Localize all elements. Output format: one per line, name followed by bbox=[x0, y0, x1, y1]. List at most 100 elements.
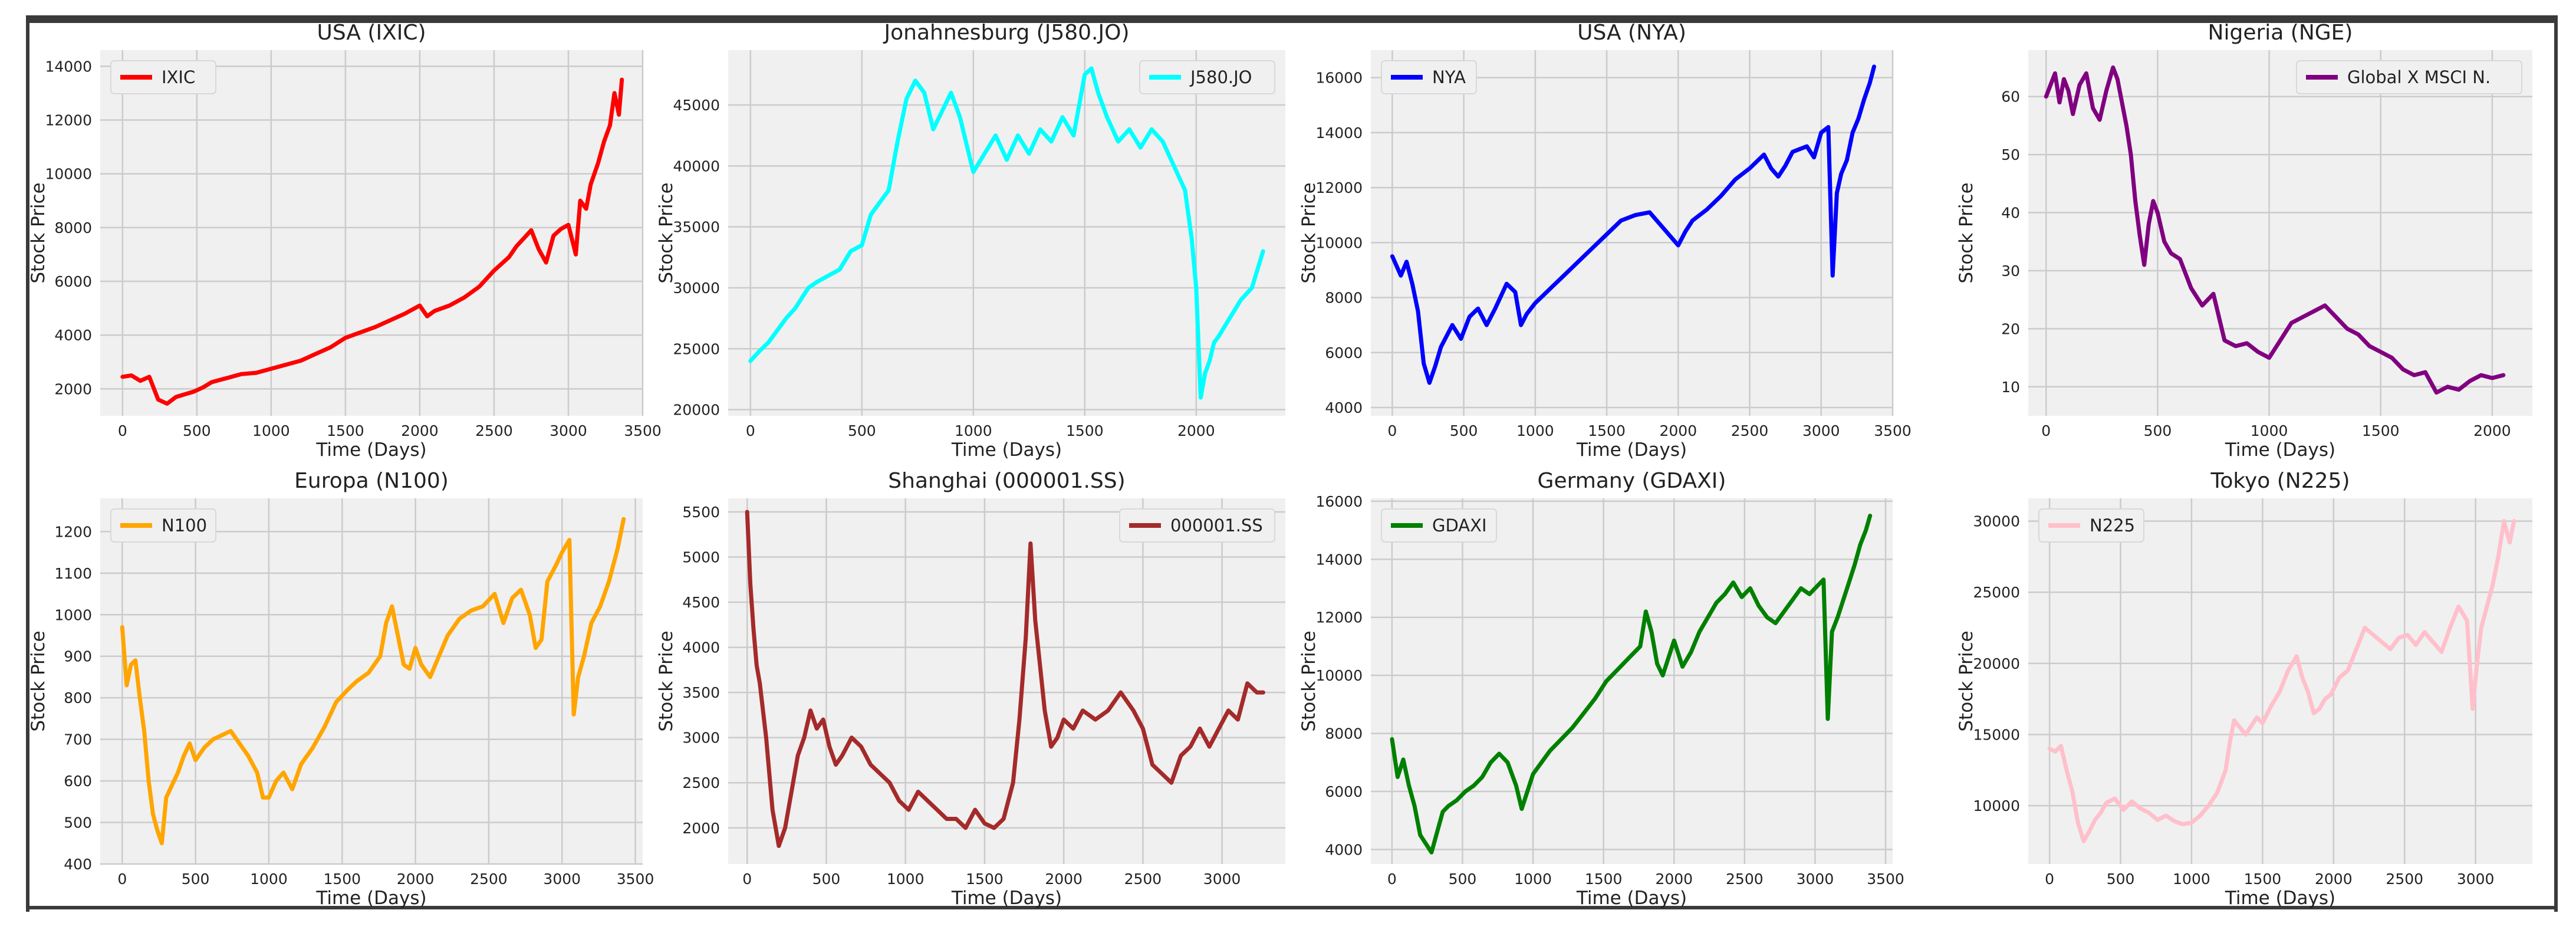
series-line-J580.JO bbox=[748, 66, 1265, 400]
x-tick-label: 2000 bbox=[2473, 422, 2511, 439]
legend: N100 bbox=[110, 508, 216, 543]
legend-label: N100 bbox=[162, 515, 207, 536]
figure-frame-bottom bbox=[26, 906, 2558, 909]
x-tick-label: 3000 bbox=[1797, 870, 1834, 888]
x-axis-label: Time (Days) bbox=[315, 888, 426, 909]
x-axis-label: Time (Days) bbox=[1576, 439, 1687, 461]
legend-box bbox=[110, 508, 216, 543]
y-tick-label: 8000 bbox=[54, 219, 92, 236]
legend: GDAXI bbox=[1381, 508, 1497, 543]
x-tick-label: 1500 bbox=[2362, 422, 2400, 439]
y-tick-label: 3000 bbox=[682, 730, 720, 747]
series-line-N225 bbox=[2047, 519, 2516, 843]
chart-title: Europa (N100) bbox=[294, 469, 449, 493]
y-tick-label: 8000 bbox=[1325, 290, 1363, 307]
y-tick-label: 40 bbox=[2001, 205, 2020, 222]
x-tick-label: 1500 bbox=[2244, 870, 2282, 888]
x-axis-label: Time (Days) bbox=[951, 439, 1062, 461]
legend-box bbox=[110, 60, 216, 94]
plot-area bbox=[100, 50, 643, 416]
y-tick-label: 400 bbox=[64, 856, 92, 873]
x-tick-label: 1500 bbox=[966, 870, 1004, 888]
y-tick-label: 30000 bbox=[1973, 513, 2020, 530]
y-tick-label: 600 bbox=[64, 773, 92, 790]
y-tick-label: 700 bbox=[64, 731, 92, 748]
chart-4: 0 500 1000 1500 2000 2500 3000 3500 400 500 600 700… bbox=[28, 469, 654, 909]
x-tick-label: 3500 bbox=[1867, 870, 1904, 888]
y-tick-label: 12000 bbox=[1315, 609, 1363, 626]
legend-box bbox=[1139, 60, 1275, 94]
y-tick-label: 12000 bbox=[1315, 179, 1363, 196]
y-tick-label: 10000 bbox=[45, 166, 92, 183]
x-tick-label: 3500 bbox=[617, 870, 654, 888]
chart-7: 0 500 1000 1500 2000 2500 3000 10000 15000 20000 2… bbox=[1956, 469, 2532, 909]
legend-label: J580.JO bbox=[1189, 67, 1252, 87]
legend-box bbox=[1119, 508, 1275, 543]
y-tick-label: 30 bbox=[2001, 262, 2020, 280]
chart-title: Germany (GDAXI) bbox=[1538, 469, 1726, 493]
chart-title: USA (NYA) bbox=[1577, 21, 1686, 45]
series-line-IXIC bbox=[120, 77, 624, 406]
plot-area bbox=[2028, 50, 2532, 416]
x-tick-label: 0 bbox=[746, 422, 755, 439]
plot-area bbox=[100, 498, 643, 864]
y-axis-label: Stock Price bbox=[28, 182, 49, 283]
y-tick-label: 1100 bbox=[54, 565, 92, 582]
legend: NYA bbox=[1381, 60, 1477, 94]
y-tick-label: 1200 bbox=[54, 523, 92, 540]
x-tick-label: 500 bbox=[1450, 422, 1478, 439]
y-tick-label: 10000 bbox=[1315, 234, 1363, 251]
y-tick-label: 15000 bbox=[1973, 726, 2020, 743]
x-tick-label: 3000 bbox=[1203, 870, 1241, 888]
x-tick-label: 3000 bbox=[2457, 870, 2495, 888]
chart-1: 0 500 1000 1500 2000 20000 25000 30000 35000 4000… bbox=[656, 21, 1285, 461]
chart-5: 0 500 1000 1500 2000 2500 3000 2000 2500 3000 3500… bbox=[656, 469, 1285, 909]
series-line-N100 bbox=[120, 517, 626, 846]
x-tick-label: 2500 bbox=[1731, 422, 1769, 439]
x-tick-label: 500 bbox=[183, 422, 211, 439]
x-axis-label: Time (Days) bbox=[315, 439, 426, 461]
y-tick-label: 6000 bbox=[54, 273, 92, 290]
x-tick-label: 500 bbox=[182, 870, 210, 888]
y-tick-label: 6000 bbox=[1325, 783, 1363, 800]
y-tick-label: 14000 bbox=[1315, 124, 1363, 142]
x-tick-label: 1500 bbox=[327, 422, 364, 439]
x-tick-label: 2000 bbox=[1177, 422, 1215, 439]
x-axis-label: Time (Days) bbox=[2225, 439, 2335, 461]
x-tick-label: 2500 bbox=[2386, 870, 2423, 888]
y-tick-label: 5500 bbox=[682, 504, 720, 521]
legend-label: 000001.SS bbox=[1170, 515, 1263, 536]
y-tick-label: 16000 bbox=[1315, 493, 1363, 510]
y-axis-label: Stock Price bbox=[656, 630, 677, 731]
y-tick-label: 12000 bbox=[45, 112, 92, 129]
y-tick-label: 2000 bbox=[54, 380, 92, 397]
x-tick-label: 2500 bbox=[1124, 870, 1162, 888]
y-tick-label: 900 bbox=[64, 648, 92, 665]
plot-area bbox=[1371, 50, 1893, 416]
y-tick-label: 5000 bbox=[682, 549, 720, 566]
y-tick-label: 25000 bbox=[673, 340, 720, 357]
x-tick-label: 3500 bbox=[624, 422, 662, 439]
plot-area bbox=[2028, 498, 2532, 864]
x-tick-label: 3500 bbox=[1874, 422, 1912, 439]
y-axis-label: Stock Price bbox=[1298, 630, 1320, 731]
series-line-Global X MSCI N. bbox=[2044, 65, 2506, 395]
y-tick-label: 20 bbox=[2001, 320, 2020, 337]
chart-6: 0 500 1000 1500 2000 2500 3000 3500 4000 6000 8000… bbox=[1298, 469, 1904, 909]
x-tick-label: 500 bbox=[1449, 870, 1477, 888]
y-tick-label: 20000 bbox=[673, 402, 720, 419]
y-tick-label: 25000 bbox=[1973, 584, 2020, 601]
chart-title: Tokyo (N225) bbox=[2210, 469, 2350, 493]
legend: 000001.SS bbox=[1119, 508, 1275, 543]
x-tick-label: 1500 bbox=[1588, 422, 1626, 439]
x-tick-label: 1000 bbox=[250, 870, 288, 888]
chart-3: 0 500 1000 1500 2000 10 20 30 40 50 60 Nigeria (NGE… bbox=[1956, 21, 2532, 461]
y-tick-label: 35000 bbox=[673, 219, 720, 236]
x-tick-label: 0 bbox=[1387, 870, 1397, 888]
y-tick-label: 1000 bbox=[54, 606, 92, 623]
x-tick-label: 2000 bbox=[2315, 870, 2353, 888]
x-tick-label: 500 bbox=[2144, 422, 2172, 439]
y-tick-label: 50 bbox=[2001, 146, 2020, 163]
x-tick-label: 1000 bbox=[1516, 422, 1554, 439]
y-tick-label: 14000 bbox=[45, 58, 92, 75]
